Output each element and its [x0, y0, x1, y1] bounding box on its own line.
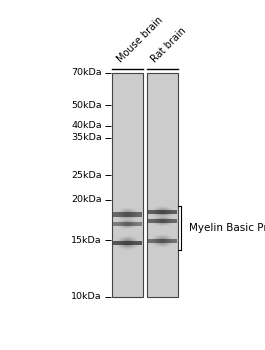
Ellipse shape	[120, 223, 135, 225]
Ellipse shape	[113, 217, 142, 230]
Ellipse shape	[160, 211, 165, 214]
Ellipse shape	[121, 211, 134, 218]
Ellipse shape	[116, 218, 139, 229]
Ellipse shape	[155, 208, 170, 217]
Ellipse shape	[148, 233, 177, 249]
Ellipse shape	[122, 222, 133, 226]
Text: 70kDa: 70kDa	[71, 69, 102, 77]
Ellipse shape	[120, 238, 135, 248]
Ellipse shape	[117, 208, 138, 220]
Ellipse shape	[120, 214, 135, 215]
Ellipse shape	[158, 219, 167, 223]
Ellipse shape	[117, 219, 138, 229]
Ellipse shape	[153, 207, 172, 217]
Ellipse shape	[120, 242, 135, 244]
Ellipse shape	[148, 205, 177, 220]
Ellipse shape	[151, 216, 174, 226]
Bar	[148, 219, 177, 223]
Ellipse shape	[155, 217, 170, 225]
Ellipse shape	[160, 239, 165, 243]
Ellipse shape	[155, 240, 170, 242]
Ellipse shape	[115, 234, 140, 251]
Ellipse shape	[122, 211, 133, 218]
Text: 10kDa: 10kDa	[71, 292, 102, 301]
Text: 50kDa: 50kDa	[71, 101, 102, 110]
Text: 20kDa: 20kDa	[71, 195, 102, 204]
Text: 15kDa: 15kDa	[71, 236, 102, 245]
Ellipse shape	[155, 236, 170, 245]
Ellipse shape	[121, 221, 134, 227]
Ellipse shape	[113, 206, 142, 223]
Bar	[148, 210, 177, 214]
Ellipse shape	[153, 236, 172, 246]
Ellipse shape	[158, 238, 167, 243]
Ellipse shape	[113, 234, 142, 252]
Bar	[113, 222, 142, 225]
Ellipse shape	[151, 206, 174, 219]
Ellipse shape	[117, 236, 138, 249]
Bar	[113, 212, 142, 217]
Ellipse shape	[118, 209, 137, 220]
Ellipse shape	[121, 239, 134, 247]
Text: Myelin Basic Protein: Myelin Basic Protein	[189, 223, 265, 233]
Ellipse shape	[156, 237, 169, 245]
Ellipse shape	[123, 240, 132, 245]
Ellipse shape	[115, 218, 140, 230]
Ellipse shape	[123, 222, 132, 226]
Ellipse shape	[120, 220, 135, 228]
Bar	[148, 239, 177, 243]
Text: 25kDa: 25kDa	[71, 171, 102, 180]
Ellipse shape	[151, 234, 174, 248]
Text: Mouse brain: Mouse brain	[115, 15, 165, 65]
Ellipse shape	[150, 205, 175, 219]
Ellipse shape	[152, 206, 173, 218]
Ellipse shape	[123, 212, 132, 217]
Ellipse shape	[125, 241, 130, 245]
Ellipse shape	[116, 208, 139, 221]
Bar	[113, 240, 142, 245]
Ellipse shape	[125, 223, 130, 225]
Ellipse shape	[148, 215, 177, 228]
Ellipse shape	[122, 239, 133, 246]
Ellipse shape	[152, 216, 173, 226]
Ellipse shape	[150, 215, 175, 227]
Ellipse shape	[152, 235, 173, 247]
Ellipse shape	[157, 209, 168, 215]
Ellipse shape	[157, 238, 168, 244]
Ellipse shape	[160, 220, 165, 222]
Text: 40kDa: 40kDa	[71, 121, 102, 130]
Ellipse shape	[125, 213, 130, 216]
Ellipse shape	[118, 237, 137, 248]
Ellipse shape	[158, 210, 167, 215]
Ellipse shape	[155, 220, 170, 222]
Ellipse shape	[157, 218, 168, 223]
Ellipse shape	[156, 209, 169, 216]
Ellipse shape	[156, 218, 169, 224]
Ellipse shape	[150, 233, 175, 248]
Ellipse shape	[116, 236, 139, 250]
Ellipse shape	[115, 207, 140, 222]
Bar	[112, 73, 143, 297]
Ellipse shape	[153, 217, 172, 225]
Text: 35kDa: 35kDa	[71, 133, 102, 142]
Ellipse shape	[120, 210, 135, 219]
Bar	[147, 73, 178, 297]
Ellipse shape	[155, 211, 170, 213]
Ellipse shape	[118, 220, 137, 228]
Text: Rat brain: Rat brain	[149, 26, 188, 65]
